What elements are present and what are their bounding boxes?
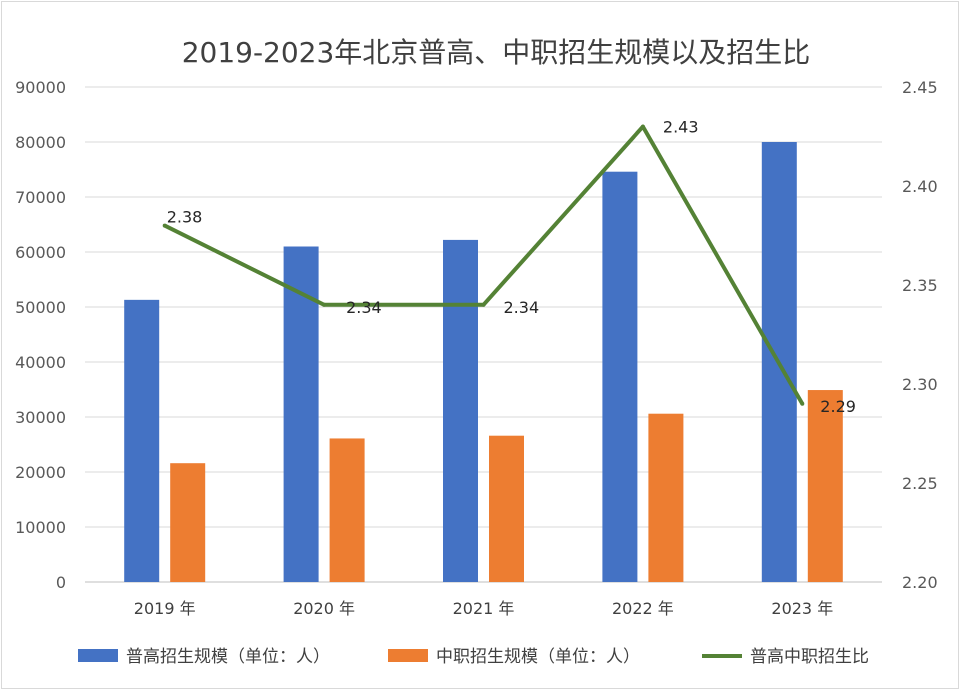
left-axis-tick-label: 10000 [15, 518, 66, 537]
x-axis-tick-label: 2022 年 [612, 599, 674, 618]
left-axis-tick-label: 60000 [15, 243, 66, 262]
ratio-point [800, 401, 805, 406]
bar-vocational [807, 390, 843, 582]
legend-label: 普高招生规模（单位：人） [126, 647, 330, 667]
left-axis-tick-label: 70000 [15, 188, 66, 207]
legend-swatch [388, 649, 428, 662]
ratio-point [481, 302, 486, 307]
legend-label: 中职招生规模（单位：人） [436, 647, 640, 667]
bar-general-high [124, 299, 160, 582]
x-axis-tick-label: 2019 年 [134, 599, 196, 618]
bar-vocational [489, 435, 524, 582]
gridlines [85, 86, 882, 583]
x-axis-tick-label: 2020 年 [293, 599, 355, 618]
bar-vocational [648, 413, 684, 582]
left-axis-tick-label: 50000 [15, 298, 66, 317]
ratio-data-label: 2.43 [663, 118, 699, 137]
left-axis-tick-label: 20000 [15, 463, 66, 482]
left-axis-tick-label: 0 [56, 573, 66, 592]
ratio-point [322, 302, 327, 307]
right-axis-tick-label: 2.20 [902, 573, 938, 592]
ratio-point [162, 223, 167, 228]
left-axis-tick-label: 80000 [15, 133, 66, 152]
right-axis-tick-label: 2.45 [902, 78, 938, 97]
ratio-point [640, 124, 645, 129]
bar-general-high [602, 171, 638, 582]
bar-vocational [170, 463, 206, 582]
chart-title: 2019-2023年北京普高、中职招生规模以及招生比 [182, 36, 811, 69]
bar-general-high [443, 239, 478, 582]
left-axis-ticks: 0 10000 20000 30000 40000 50000 60000 70000 8000… [15, 78, 66, 592]
left-axis-tick-label: 40000 [15, 353, 66, 372]
right-axis-tick-label: 2.25 [902, 474, 938, 493]
left-axis-tick-label: 90000 [15, 78, 66, 97]
ratio-data-label: 2.34 [346, 298, 382, 317]
ratio-data-label: 2.38 [167, 208, 203, 227]
ratio-data-label: 2.34 [504, 298, 540, 317]
ratio-line: 2.38 2.34 2.34 2.43 2.29 [162, 118, 856, 416]
right-axis-ticks: 2.20 2.25 2.30 2.35 2.40 2.45 [902, 78, 938, 592]
legend-swatch [78, 649, 118, 662]
right-axis-tick-label: 2.35 [902, 276, 938, 295]
bar-vocational [329, 438, 365, 582]
bar-general-high [283, 246, 319, 582]
bars [124, 142, 843, 582]
right-axis-tick-label: 2.40 [902, 177, 938, 196]
right-axis-tick-label: 2.30 [902, 375, 938, 394]
legend-label: 普高中职招生比 [750, 647, 869, 667]
left-axis-tick-label: 30000 [15, 408, 66, 427]
ratio-data-label: 2.29 [820, 397, 856, 416]
x-axis-tick-label: 2023 年 [771, 599, 833, 618]
legend: 普高招生规模（单位：人） 中职招生规模（单位：人） 普高中职招生比 [78, 647, 869, 667]
x-axis-ticks: 2019 年 2020 年 2021 年 2022 年 2023 年 [134, 599, 833, 618]
x-axis-tick-label: 2021 年 [453, 599, 515, 618]
